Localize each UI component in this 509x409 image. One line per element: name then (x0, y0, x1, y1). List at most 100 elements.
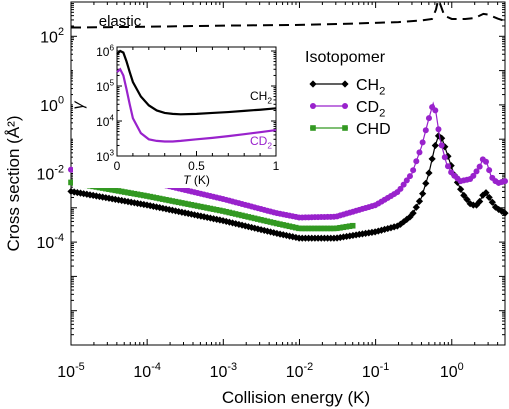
inset-y-axis-label: γ (70, 101, 87, 110)
point-chd (337, 224, 343, 231)
point-cd2 (413, 158, 420, 165)
inset-x-tick-label-0: 0 (114, 159, 121, 173)
inset-y-tick-label-2: 105 (96, 79, 114, 94)
point-chd (245, 214, 252, 220)
point-chd (150, 194, 157, 201)
point-ch2 (419, 190, 427, 198)
point-ch2 (403, 215, 411, 223)
point-cd2 (400, 181, 407, 188)
point-chd (346, 223, 353, 230)
point-ch2 (412, 203, 420, 211)
point-ch2 (266, 228, 275, 236)
point-ch2 (431, 141, 439, 150)
point-chd (239, 212, 245, 219)
point-chd (207, 205, 214, 212)
point-chd (137, 192, 144, 198)
point-ch2 (501, 209, 509, 217)
inset-series-line-cd2 (116, 67, 277, 143)
point-chd (286, 223, 293, 230)
point-chd (172, 198, 179, 205)
point-ch2 (463, 195, 471, 204)
point-chd (134, 191, 141, 198)
point-chd (156, 195, 163, 202)
point-chd (169, 198, 176, 204)
point-chd (311, 225, 318, 232)
series-ch2 (67, 132, 509, 242)
y-tick-label-2: 100 (40, 95, 64, 115)
series-elastic (70, 0, 506, 29)
point-chd (204, 205, 210, 211)
point-chd (264, 218, 271, 225)
point-ch2 (67, 187, 75, 196)
y-tick-label-1: 10-2 (37, 163, 64, 183)
point-ch2 (339, 233, 348, 241)
point-chd (340, 224, 346, 231)
y-axis-label: Cross section (Å²) (4, 115, 23, 251)
point-chd (315, 225, 321, 232)
point-chd (178, 200, 185, 206)
point-chd (334, 225, 340, 232)
x-axis-label: Collision energy (K) (222, 388, 370, 407)
point-cd2 (406, 173, 413, 180)
point-cd2 (403, 177, 410, 184)
point-chd (226, 209, 233, 216)
point-chd (324, 225, 331, 232)
point-chd (242, 213, 248, 219)
point-chd (330, 225, 337, 232)
point-ch2 (276, 230, 284, 238)
point-chd (251, 215, 258, 222)
point-ch2 (476, 197, 484, 206)
point-chd (106, 186, 112, 193)
inset-plot: 0 0.5 1 103 104 105 106 T (K) γ CH2 CD2 (70, 41, 282, 188)
point-chd (343, 223, 350, 230)
point-chd (349, 222, 356, 229)
point-ch2 (460, 191, 468, 199)
x-tick-label-1: 10-4 (133, 361, 160, 381)
point-chd (305, 225, 312, 232)
point-chd (289, 224, 296, 230)
point-cd2 (435, 126, 442, 133)
point-chd (232, 211, 239, 217)
inset-y-tick-label-3: 106 (96, 44, 114, 59)
point-ch2 (292, 233, 300, 242)
point-ch2 (485, 193, 493, 202)
point-ch2 (466, 200, 474, 208)
point-chd (191, 202, 198, 209)
point-chd (258, 217, 264, 223)
point-ch2 (441, 143, 449, 151)
point-chd (296, 225, 302, 232)
elastic-label: elastic (99, 13, 142, 30)
legend-label-ch2: CH2 (356, 77, 385, 97)
point-chd (109, 186, 115, 193)
legend-label-cd2: CD2 (356, 99, 385, 119)
point-chd (122, 189, 128, 195)
point-ch2 (377, 226, 386, 234)
point-cd2 (482, 158, 489, 165)
point-cd2 (470, 172, 477, 179)
point-chd (327, 225, 334, 232)
point-chd (299, 225, 305, 232)
series-line-elastic (70, 0, 506, 29)
point-chd (318, 225, 324, 232)
point-chd (125, 189, 131, 196)
point-chd (321, 225, 328, 232)
point-cd2 (416, 149, 423, 156)
point-cd2 (502, 178, 508, 185)
point-ch2 (491, 203, 500, 211)
point-chd (201, 204, 207, 211)
legend-title: Isotopomer (305, 49, 386, 66)
point-chd (220, 208, 226, 214)
x-tick-label-4: 10-1 (362, 361, 389, 381)
point-ch2 (114, 196, 123, 204)
point-ch2 (422, 179, 430, 187)
inset-y-tick-label-0: 103 (96, 149, 114, 164)
point-ch2 (457, 185, 465, 193)
point-chd (302, 225, 309, 232)
point-cd2 (425, 115, 432, 122)
legend-entry-chd: CHD (310, 121, 391, 138)
point-chd (210, 206, 217, 212)
legend-entry-cd2: CD2 (310, 99, 385, 119)
point-chd (188, 201, 195, 208)
point-chd (283, 222, 290, 229)
